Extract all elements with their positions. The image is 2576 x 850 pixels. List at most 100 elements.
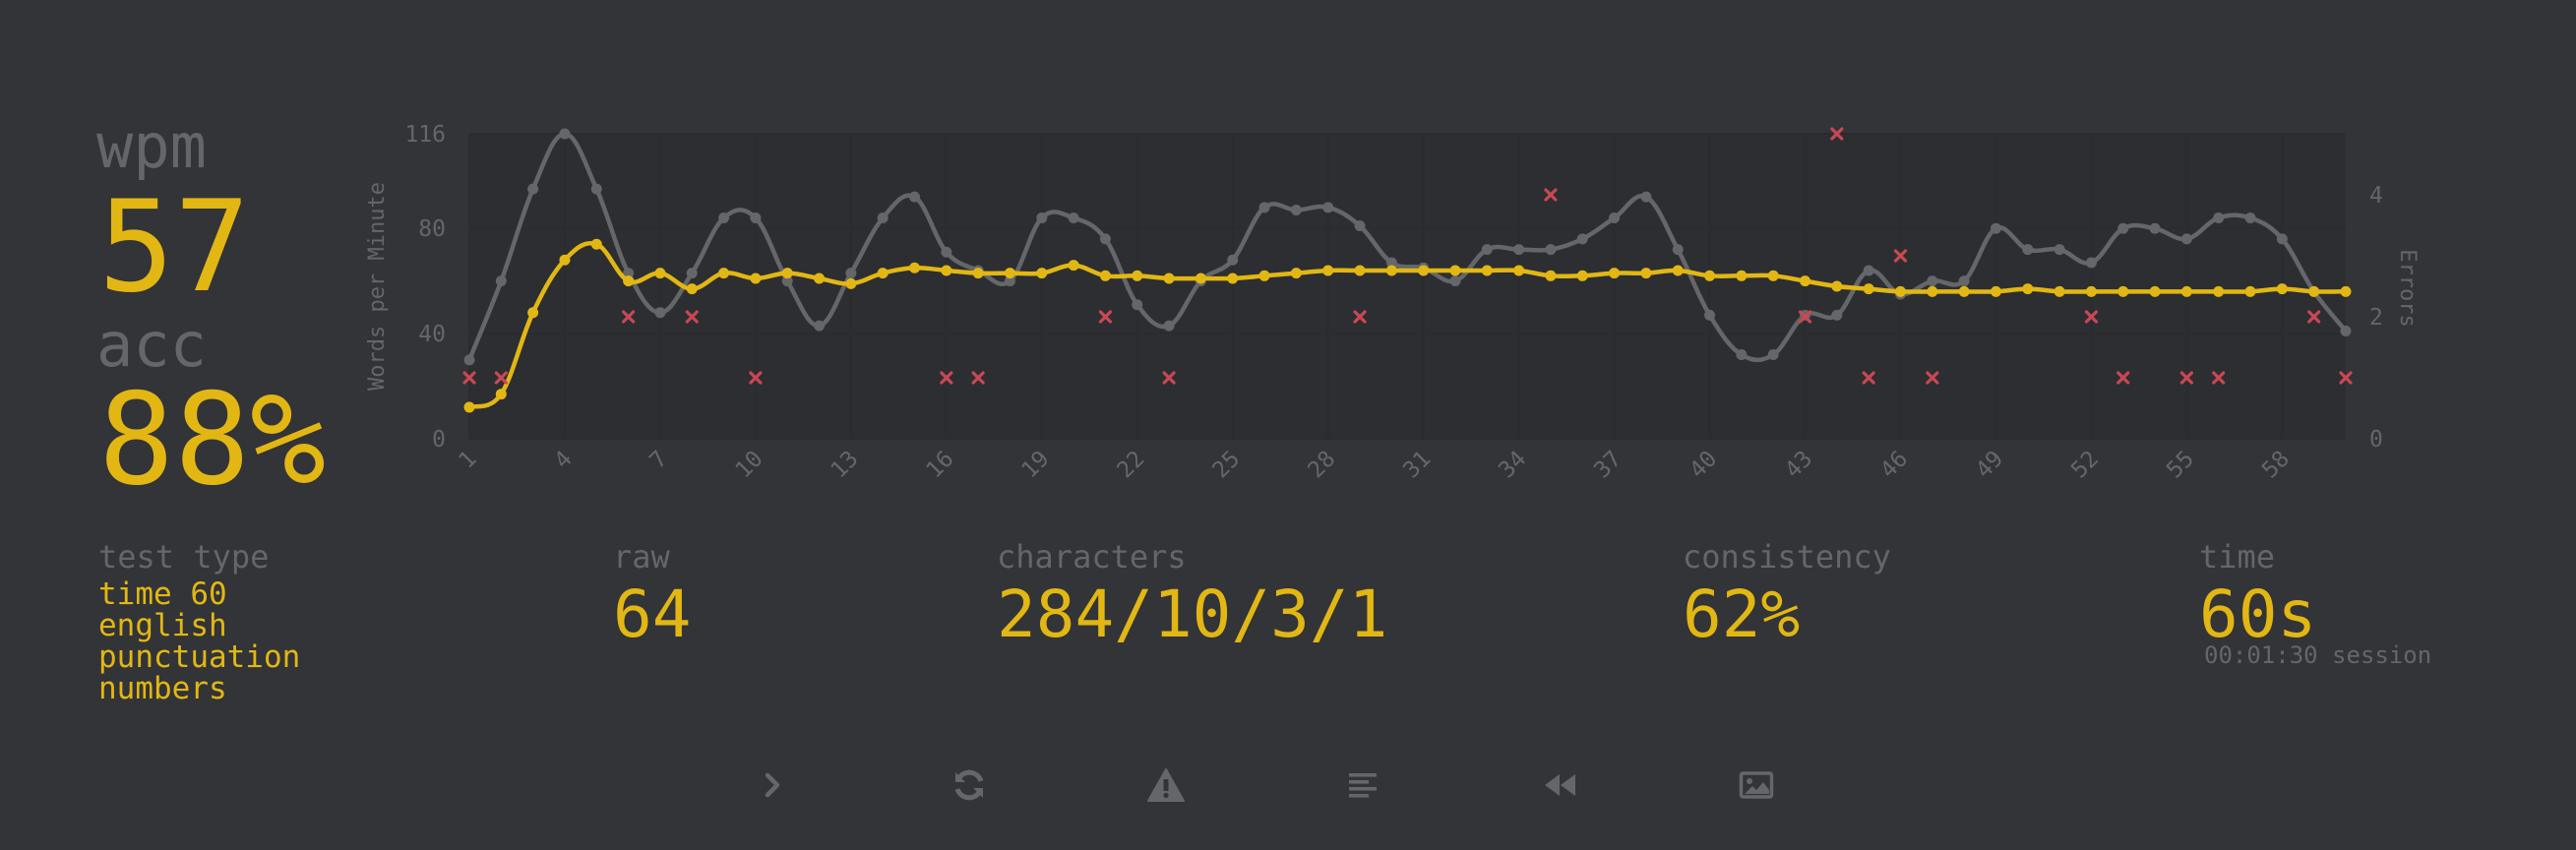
image-icon (1739, 770, 1774, 804)
report-button[interactable] (1141, 762, 1191, 812)
raw-point (1481, 244, 1493, 256)
error-marker-cross (2339, 371, 2353, 385)
error-marker (940, 371, 953, 385)
raw-point (1449, 275, 1461, 287)
wpm-point (1927, 285, 1938, 297)
raw-point (2276, 233, 2288, 245)
y2-axis-title: Errors (2395, 249, 2420, 327)
y-tick-label: 80 (418, 216, 446, 242)
error-marker (1544, 188, 1558, 202)
align-left-icon (1347, 770, 1379, 804)
raw-point (1640, 191, 1652, 203)
plot-area (469, 134, 2346, 439)
wpm-point (1800, 275, 1811, 287)
x-tick-label: 37 (1589, 446, 1626, 483)
restart-button[interactable] (945, 762, 994, 812)
raw-point (1068, 212, 1079, 224)
error-marker (1098, 310, 1113, 324)
test-type-item: english (98, 608, 227, 643)
wpm-point (2213, 285, 2225, 297)
wpm-point (463, 401, 475, 413)
wpm-point (1640, 268, 1652, 279)
consistency-label: consistency (1683, 538, 1891, 576)
wpm-point (686, 283, 698, 295)
wpm-point (1132, 270, 1143, 281)
raw-point (1831, 309, 1843, 321)
y-tick-label: 116 (404, 122, 446, 148)
raw-point (1990, 222, 2001, 234)
raw-point (1736, 348, 1748, 360)
wpm-point (1036, 268, 1048, 279)
x-tick-label: 34 (1494, 446, 1531, 483)
raw-point (1322, 202, 1334, 213)
wpm-point (1736, 270, 1748, 281)
wpm-point (2022, 283, 2034, 295)
error-marker-cross (2307, 310, 2321, 324)
error-marker-cross (749, 371, 763, 385)
raw-point (750, 212, 762, 224)
wpm-point (1068, 260, 1079, 272)
raw-point (2244, 212, 2256, 224)
error-marker-cross (1353, 310, 1367, 324)
screenshot-button[interactable] (1732, 762, 1781, 812)
wpm-point (1894, 285, 1906, 297)
raw-point (654, 307, 666, 319)
raw-point (1258, 202, 1270, 213)
wpm-point (1545, 270, 1557, 281)
raw-point (941, 246, 952, 258)
x-tick-label: 25 (1207, 446, 1245, 483)
raw-point (1227, 254, 1239, 266)
wpm-point (1099, 270, 1111, 281)
wpm-chart: 0 40 80 116 0 2 4 1 4 7 10 13 16 19 22 25 28 31 34 37 40 43 46… (365, 122, 2420, 483)
raw-point (1545, 244, 1557, 256)
raw-point (1576, 233, 1588, 245)
raw-point (781, 275, 793, 287)
error-marker (1162, 371, 1176, 385)
raw-point (1290, 205, 1302, 215)
error-marker (2307, 310, 2321, 324)
raw-point (623, 268, 635, 279)
raw-point (1958, 275, 1970, 287)
raw-point (1927, 275, 1938, 287)
x-tick-label: 52 (2066, 446, 2104, 483)
error-marker-cross (2212, 371, 2226, 385)
raw-point (463, 354, 475, 366)
wpm-point (2244, 285, 2256, 297)
raw-point (559, 128, 571, 140)
raw-point (2022, 244, 2034, 256)
words-history-button[interactable] (1338, 762, 1387, 812)
error-marker-cross (2116, 371, 2130, 385)
error-marker (622, 310, 636, 324)
replay-button[interactable] (1535, 762, 1584, 812)
x-tick-label: 7 (644, 446, 672, 473)
x-tick-label: 1 (455, 446, 482, 473)
error-marker-cross (494, 371, 508, 385)
wpm-value: 57 (98, 174, 251, 321)
raw-point (1004, 275, 1015, 287)
y2-tick-label: 0 (2369, 427, 2383, 453)
characters-value: 284/10/3/1 (997, 577, 1388, 652)
wpm-point (2054, 285, 2065, 297)
raw-point (1863, 265, 1874, 276)
wpm-point (527, 307, 539, 319)
wpm-point (2085, 285, 2097, 297)
error-marker-cross (1862, 371, 1875, 385)
wpm-point (1227, 273, 1239, 284)
wpm-point (654, 268, 666, 279)
error-marker (2339, 371, 2353, 385)
raw-point (2180, 233, 2192, 245)
next-test-button[interactable] (748, 762, 797, 812)
characters-label: characters (997, 538, 1187, 576)
raw-point (1099, 233, 1111, 245)
wpm-point (1609, 268, 1621, 279)
error-marker (2212, 371, 2226, 385)
raw-point (2085, 257, 2097, 269)
raw-point (686, 268, 698, 279)
wpm-point (1863, 283, 1874, 295)
wpm-label: wpm (96, 110, 207, 182)
y-tick-label: 0 (432, 427, 446, 453)
error-marker-cross (622, 310, 636, 324)
wpm-point (590, 238, 602, 250)
error-marker (462, 371, 476, 385)
wpm-point (814, 273, 826, 284)
